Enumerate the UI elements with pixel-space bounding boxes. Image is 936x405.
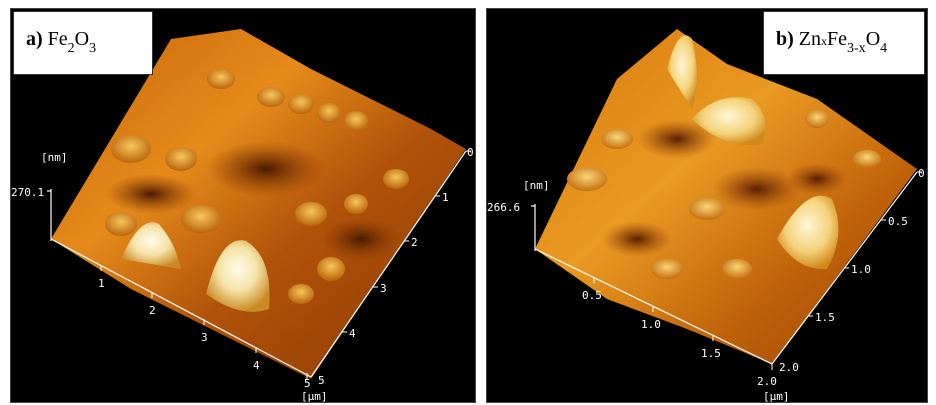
x-tick-4: 4 xyxy=(253,359,260,372)
peak-b-2 xyxy=(692,97,766,146)
peak-a-1 xyxy=(121,222,181,269)
formula-b-o: O xyxy=(865,28,881,50)
x-tick-0-5: 0.5 xyxy=(582,289,602,302)
z-unit-label: [nm] xyxy=(523,179,550,192)
afm-surface-b: [nm] 266.6 0.5 1.0 1.5 2.0 0 0.5 1.0 1.5… xyxy=(487,29,925,402)
y-tick-3: 3 xyxy=(380,282,387,295)
x-tick-3: 3 xyxy=(201,331,208,344)
x-tick-2-0: 2.0 xyxy=(757,375,777,388)
formula-a-fe: Fe xyxy=(47,28,68,50)
formula-b-sub-3x: 3-x xyxy=(847,41,866,56)
xy-unit-label: [µm] xyxy=(763,390,790,402)
y-tick-0-5: 0.5 xyxy=(888,215,908,228)
formula-a-sub-2: 2 xyxy=(67,41,75,56)
x-tick-1-5: 1.5 xyxy=(701,347,721,360)
x-tick-1: 1 xyxy=(98,277,105,290)
x-tick-2: 2 xyxy=(149,304,156,317)
y-tick-0: 0 xyxy=(467,146,474,159)
x-tick-5: 5 xyxy=(304,377,311,390)
xy-unit-label: [µm] xyxy=(301,390,328,402)
panel-b-letter: b) xyxy=(776,28,794,50)
y-tick-1-5: 1.5 xyxy=(815,311,835,324)
z-max-label: 266.6 xyxy=(487,201,520,214)
panel-a-letter: a) xyxy=(26,28,43,50)
y-tick-5: 5 xyxy=(318,374,325,387)
peak-b-3 xyxy=(777,195,839,270)
peak-b-1 xyxy=(667,35,697,109)
y-tick-0: 0 xyxy=(918,167,925,180)
panel-b-label: b) ZnxFe3-xO4 xyxy=(763,11,925,75)
formula-a-sub-3: 3 xyxy=(89,41,97,56)
formula-b-sub-4: 4 xyxy=(880,41,888,56)
panel-a-label: a) Fe2O3 xyxy=(13,11,153,75)
formula-a-o: O xyxy=(74,28,90,50)
formula-b-zn: Zn xyxy=(798,28,822,50)
formula-b-fe: Fe xyxy=(827,28,848,50)
y-tick-1: 1 xyxy=(442,191,449,204)
z-max-label: 270.1 xyxy=(11,186,44,199)
afm-panel-fe2o3: [nm] 270.1 1 2 3 4 5 0 1 2 3 4 5 [µm] a)… xyxy=(10,8,476,403)
y-tick-4: 4 xyxy=(349,327,356,340)
y-tick-2: 2 xyxy=(411,236,418,249)
peak-a-2 xyxy=(206,240,270,312)
afm-panel-znxfe3xo4: [nm] 266.6 0.5 1.0 1.5 2.0 0 0.5 1.0 1.5… xyxy=(486,8,928,403)
formula-b-x: x xyxy=(821,34,828,48)
z-unit-label: [nm] xyxy=(41,151,68,164)
afm-surface-a: [nm] 270.1 1 2 3 4 5 0 1 2 3 4 5 [µm] xyxy=(11,29,474,402)
y-tick-1-0: 1.0 xyxy=(851,263,871,276)
x-tick-1-0: 1.0 xyxy=(641,318,661,331)
y-tick-2-0: 2.0 xyxy=(779,361,799,374)
